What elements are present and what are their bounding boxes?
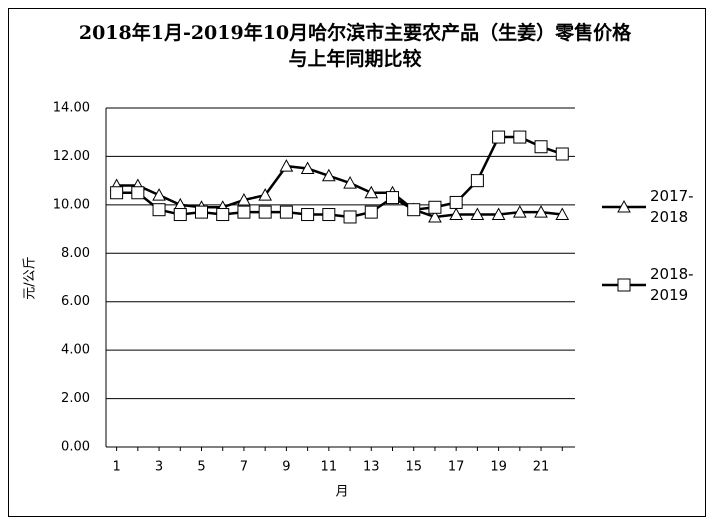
marker (492, 130, 506, 144)
marker (364, 185, 379, 199)
chart-title: 2018年1月-2019年10月哈尔滨市主要农产品（生姜）零售价格与上年同期比较 (78, 22, 632, 70)
x-tick-label: 17 (448, 460, 465, 475)
y-tick-label: 12.00 (53, 149, 90, 164)
marker (470, 207, 485, 221)
marker (279, 205, 293, 219)
legend-entry: 2017-2018 (602, 186, 702, 228)
marker (428, 209, 442, 223)
marker (258, 205, 272, 219)
marker (513, 130, 527, 144)
marker (301, 208, 315, 222)
legend-entry: 2018-2019 (602, 264, 702, 306)
marker (173, 208, 187, 222)
legend-swatch (602, 278, 646, 292)
marker (555, 147, 569, 161)
marker (237, 192, 251, 206)
x-tick-label: 3 (155, 460, 163, 475)
marker (152, 203, 166, 217)
marker (110, 186, 124, 200)
marker (216, 208, 230, 222)
marker (534, 205, 548, 218)
legend-swatch (602, 199, 646, 213)
legend-label: 2018-2019 (650, 265, 694, 304)
y-tick-label: 10.00 (53, 197, 90, 212)
y-tick-label: 8.00 (61, 246, 90, 261)
marker (194, 205, 208, 219)
y-tick-label: 0.00 (61, 440, 90, 455)
y-tick-label: 4.00 (61, 343, 90, 358)
marker (364, 205, 378, 219)
marker (428, 200, 442, 214)
x-tick-label: 7 (240, 460, 248, 475)
marker (491, 207, 506, 221)
x-tick-label: 15 (405, 460, 422, 475)
marker (449, 207, 464, 221)
marker (555, 207, 570, 221)
marker (534, 140, 548, 154)
y-tick-label: 14.00 (53, 101, 90, 116)
y-tick-label: 2.00 (61, 391, 90, 406)
marker (152, 188, 166, 201)
marker (470, 174, 484, 188)
marker (385, 191, 399, 205)
y-axis-label: 元/公斤 (23, 256, 38, 299)
marker (131, 186, 145, 200)
y-tick-label: 6.00 (61, 294, 90, 309)
marker (617, 199, 631, 213)
marker (343, 176, 357, 189)
series-line (116, 135, 563, 219)
frame (8, 8, 706, 517)
marker (321, 168, 336, 182)
marker (617, 278, 631, 292)
x-tick-label: 5 (197, 460, 205, 475)
series-line (116, 164, 563, 219)
marker (279, 159, 294, 172)
x-tick-label: 13 (363, 460, 380, 475)
marker (449, 195, 463, 209)
legend-label: 2017-2018 (650, 187, 694, 226)
x-tick-label: 11 (321, 460, 338, 475)
marker (237, 205, 251, 219)
marker (512, 205, 527, 218)
x-axis-label: 月 (335, 485, 348, 500)
x-tick-label: 1 (112, 460, 120, 475)
marker (343, 210, 357, 224)
marker (258, 188, 273, 201)
marker (407, 203, 421, 217)
marker (322, 208, 336, 222)
marker (300, 161, 315, 175)
x-tick-label: 9 (282, 460, 290, 475)
x-tick-label: 21 (533, 460, 550, 475)
x-tick-label: 19 (490, 460, 507, 475)
